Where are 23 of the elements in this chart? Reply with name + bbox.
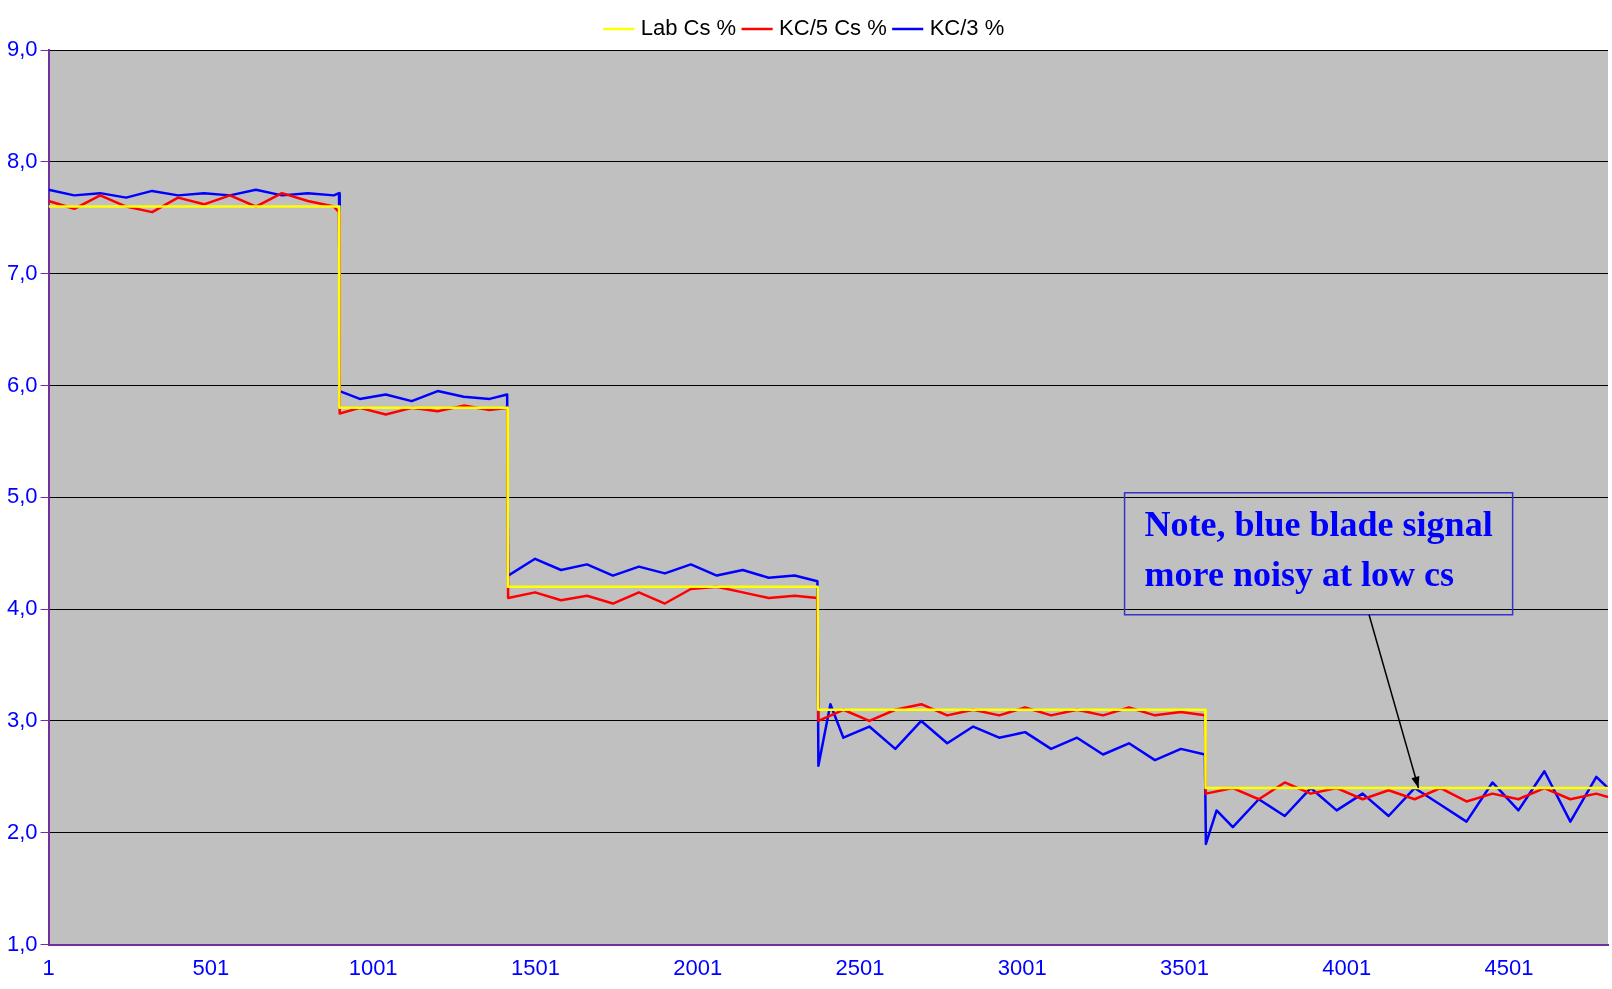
x-tick-label: 3001 xyxy=(997,954,1047,980)
y-tick-label: 3,0 xyxy=(6,707,38,733)
x-tick-label: 2001 xyxy=(673,954,723,980)
annotation: Note, blue blade signal more noisy at low cs xyxy=(1144,504,1493,595)
legend-label: KC/3 % xyxy=(929,15,1005,41)
x-tick-label: 4001 xyxy=(1322,954,1372,980)
y-tick-label: 2,0 xyxy=(6,818,38,844)
x-tick-label: 1001 xyxy=(348,954,398,980)
legend-label: Lab Cs % xyxy=(640,15,737,41)
y-tick-label: 5,0 xyxy=(6,483,38,509)
y-tick-label: 6,0 xyxy=(6,371,38,397)
y-tick-label: 4,0 xyxy=(6,595,38,621)
x-tick-label: 501 xyxy=(192,954,230,980)
x-tick-label: 2501 xyxy=(835,954,885,980)
legend-label: KC/5 Cs % xyxy=(779,15,887,41)
y-tick-label: 1,0 xyxy=(6,930,38,956)
x-tick-label: 3501 xyxy=(1160,954,1209,980)
y-tick-label: 8,0 xyxy=(6,147,38,173)
y-tick-label: 9,0 xyxy=(6,36,38,62)
y-tick-label: 7,0 xyxy=(6,259,38,285)
x-tick-label: 1 xyxy=(42,954,55,980)
x-tick-label: 4501 xyxy=(1484,954,1534,980)
x-tick-label: 1501 xyxy=(510,954,560,980)
